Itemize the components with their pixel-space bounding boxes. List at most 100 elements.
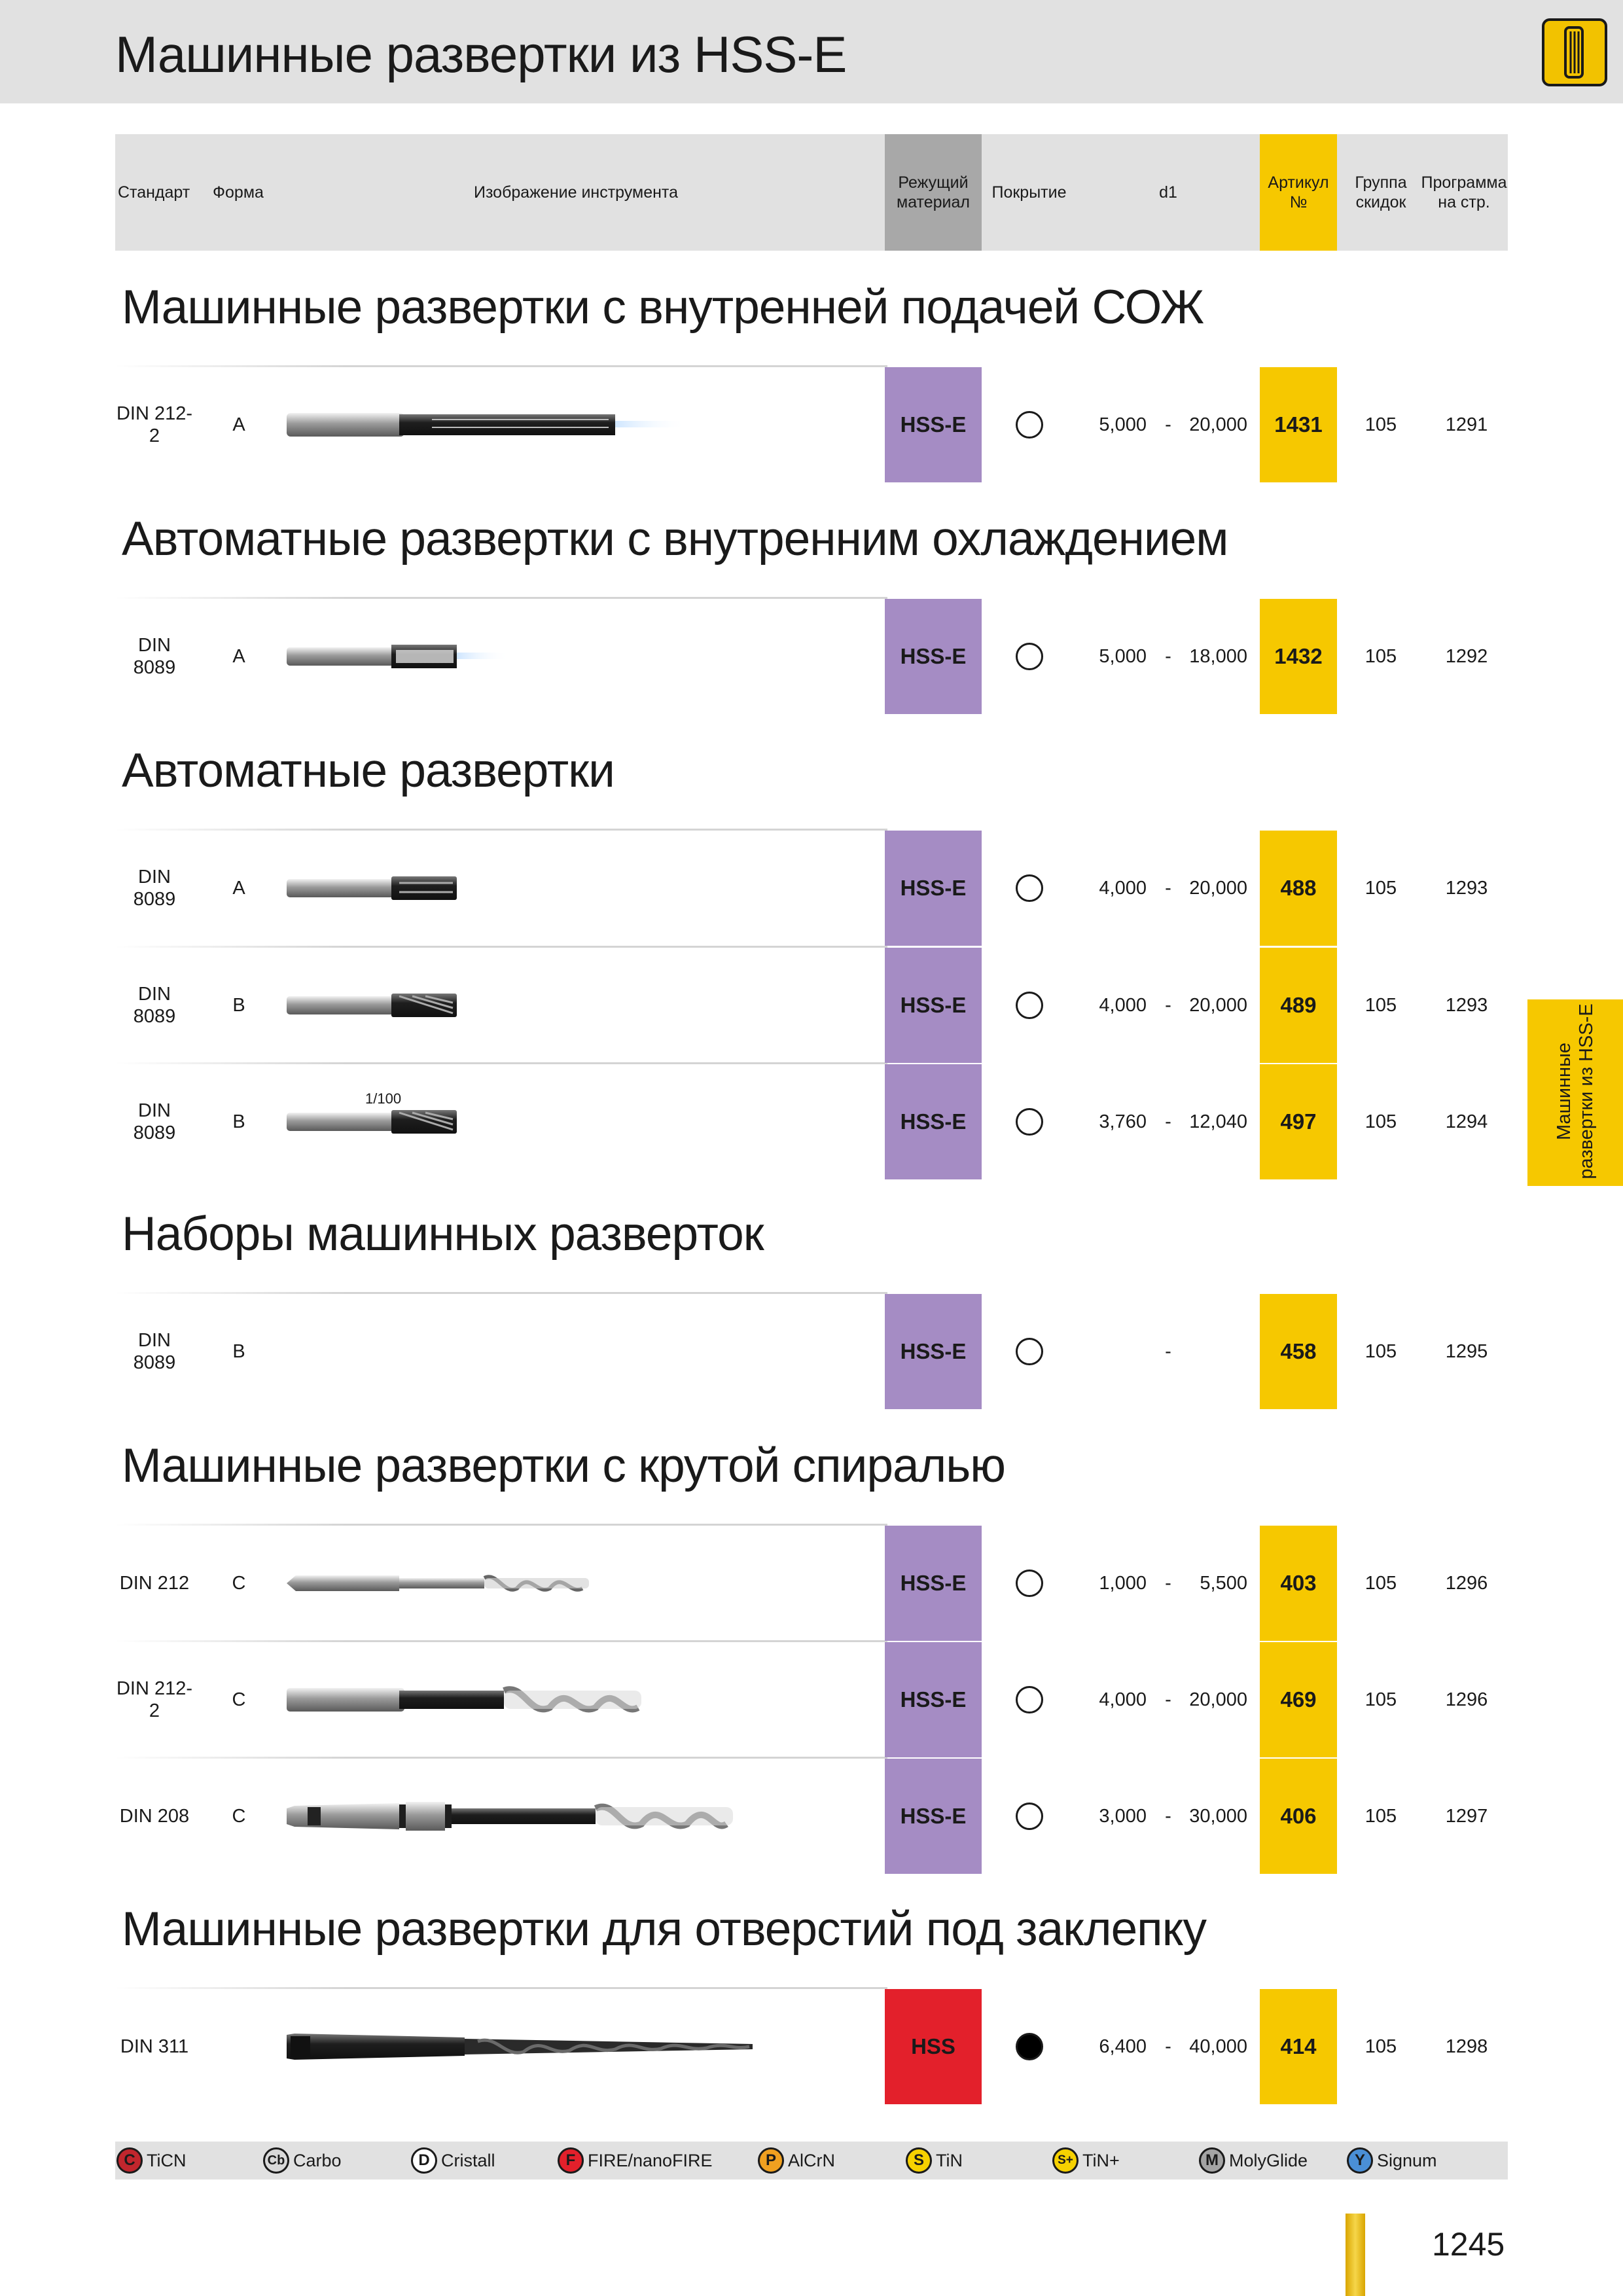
divider xyxy=(115,829,887,831)
program-page[interactable]: 1296 xyxy=(1445,1689,1488,1710)
article-number[interactable]: 406 xyxy=(1280,1804,1317,1828)
d1-min: 1,000 xyxy=(1099,1572,1147,1594)
cristall-icon: D xyxy=(411,2147,437,2174)
coating-legend xyxy=(115,2142,1508,2179)
page-accent xyxy=(1346,2214,1365,2296)
ticn-icon: C xyxy=(116,2147,143,2174)
program-page[interactable]: 1293 xyxy=(1445,994,1488,1016)
article-bg xyxy=(1260,1989,1337,2104)
tool-image-reamer-coolant-short xyxy=(281,599,870,714)
article-number[interactable]: 488 xyxy=(1280,876,1317,900)
form-cell: C xyxy=(232,1572,246,1594)
tolerance-label: 1/100 xyxy=(365,1090,402,1107)
material-bg xyxy=(885,1294,982,1409)
material-bg xyxy=(885,367,982,482)
material-header-bg xyxy=(885,134,982,251)
program-page[interactable]: 1291 xyxy=(1445,414,1488,435)
header-article: Артикул № xyxy=(1268,173,1329,211)
legend-label: TiN xyxy=(936,2150,963,2170)
table-row[interactable]: DIN 8089 B HSS-E 4,000 - 20,000 489 105 … xyxy=(0,948,1623,1063)
article-number[interactable]: 414 xyxy=(1280,2034,1317,2058)
material-cell: HSS-E xyxy=(900,412,967,437)
header-material: Режущий материал xyxy=(897,173,970,211)
article-bg xyxy=(1260,1759,1337,1874)
tool-image-reamer-spiral-cyl xyxy=(281,1642,870,1757)
article-number[interactable]: 1431 xyxy=(1274,412,1323,437)
legend-item-carbo: Cb Carbo xyxy=(263,2145,342,2176)
coating-cell xyxy=(1013,599,1046,714)
article-bg xyxy=(1260,1642,1337,1757)
discount-group: 105 xyxy=(1364,645,1397,667)
discount-group: 105 xyxy=(1364,1340,1397,1362)
uncoated-circle-icon xyxy=(1016,1570,1043,1597)
title-banner xyxy=(0,0,1623,103)
article-number[interactable]: 469 xyxy=(1280,1687,1317,1712)
program-page[interactable]: 1296 xyxy=(1445,1572,1488,1594)
d1-max: 12,040 xyxy=(1189,1111,1247,1132)
article-bg xyxy=(1260,1526,1337,1641)
article-number[interactable]: 489 xyxy=(1280,993,1317,1017)
coating-cell xyxy=(1013,367,1046,482)
d1-min: 5,000 xyxy=(1099,414,1147,435)
program-page[interactable]: 1293 xyxy=(1445,877,1488,899)
standard-cell: DIN 8089 xyxy=(133,635,176,678)
material-bg xyxy=(885,599,982,714)
discount-group: 105 xyxy=(1364,1572,1397,1594)
header-d1: d1 xyxy=(1159,183,1177,202)
header-form: Форма xyxy=(213,183,264,202)
d1-dash: - xyxy=(1165,1572,1171,1594)
standard-cell: DIN 8089 xyxy=(133,984,176,1027)
program-page[interactable]: 1298 xyxy=(1445,2036,1488,2057)
table-row[interactable]: DIN 212-2 A HSS-E 5,000 - 20,000 1431 10… xyxy=(0,367,1623,482)
program-page[interactable]: 1292 xyxy=(1445,645,1488,667)
article-number[interactable]: 458 xyxy=(1280,1339,1317,1363)
table-row[interactable]: DIN 8089 A HSS-E 5,000 - 18,000 1432 105… xyxy=(0,599,1623,714)
program-page[interactable]: 1297 xyxy=(1445,1805,1488,1827)
uncoated-circle-icon xyxy=(1016,1803,1043,1830)
table-row[interactable]: DIN 8089 B HSS-E - 458 105 1295 xyxy=(0,1294,1623,1409)
legend-label: Cristall xyxy=(441,2150,495,2170)
legend-item-tin-plus: S+ TiN+ xyxy=(1052,2145,1120,2176)
header-image: Изображение инструмента xyxy=(474,183,678,202)
coating-cell xyxy=(1013,1989,1046,2104)
table-row[interactable]: DIN 208 C HSS-E 3,000 - 30,000 406 105 1… xyxy=(0,1759,1623,1874)
uncoated-circle-icon xyxy=(1016,1108,1043,1136)
form-cell: A xyxy=(232,645,245,667)
side-tab-label: Машинные развертки из HSS-E xyxy=(1554,1003,1597,1179)
coating-cell xyxy=(1013,1759,1046,1874)
article-number[interactable]: 1432 xyxy=(1274,644,1323,668)
article-number[interactable]: 497 xyxy=(1280,1109,1317,1134)
side-tab[interactable] xyxy=(1527,999,1623,1186)
table-row[interactable]: DIN 8089 B 1/100 HSS-E 3,760 - 12,040 49… xyxy=(0,1064,1623,1179)
table-row[interactable]: DIN 8089 A HSS-E 4,000 - 20,000 488 105 … xyxy=(0,831,1623,946)
coating-cell xyxy=(1013,1642,1046,1757)
table-row[interactable]: DIN 212-2 C HSS-E 4,000 - 20,000 469 105… xyxy=(0,1642,1623,1757)
table-row[interactable]: DIN 212 C HSS-E 1,000 - 5,500 403 105 12… xyxy=(0,1526,1623,1641)
legend-item-tin: S TiN xyxy=(906,2145,963,2176)
program-page[interactable]: 1294 xyxy=(1445,1111,1488,1132)
material-bg xyxy=(885,1526,982,1641)
material-cell: HSS-E xyxy=(900,1687,967,1712)
table-row[interactable]: DIN 311 HSS 6,400 - 40,000 414 105 1298 xyxy=(0,1989,1623,2104)
legend-label: TiN+ xyxy=(1082,2150,1120,2170)
d1-dash: - xyxy=(1165,877,1171,899)
d1-dash: - xyxy=(1165,994,1171,1016)
standard-cell: DIN 8089 xyxy=(133,1100,176,1143)
legend-item-ticn: C TiCN xyxy=(116,2145,187,2176)
standard-cell: DIN 8089 xyxy=(133,867,176,910)
article-number[interactable]: 403 xyxy=(1280,1571,1317,1595)
signum-icon: Y xyxy=(1347,2147,1373,2174)
d1-max: 30,000 xyxy=(1189,1805,1247,1827)
d1-dash: - xyxy=(1165,1340,1171,1362)
article-bg xyxy=(1260,599,1337,714)
legend-label: FIRE/nanoFIRE xyxy=(588,2150,713,2170)
divider xyxy=(115,597,887,599)
d1-max: 5,500 xyxy=(1200,1572,1247,1594)
form-cell: C xyxy=(232,1805,246,1827)
program-page[interactable]: 1295 xyxy=(1445,1340,1488,1362)
uncoated-circle-icon xyxy=(1016,643,1043,670)
tool-image-reamer-spiral-thin xyxy=(281,1526,870,1641)
article-bg xyxy=(1260,367,1337,482)
material-cell: HSS-E xyxy=(900,1804,967,1828)
d1-min: 3,760 xyxy=(1099,1111,1147,1132)
